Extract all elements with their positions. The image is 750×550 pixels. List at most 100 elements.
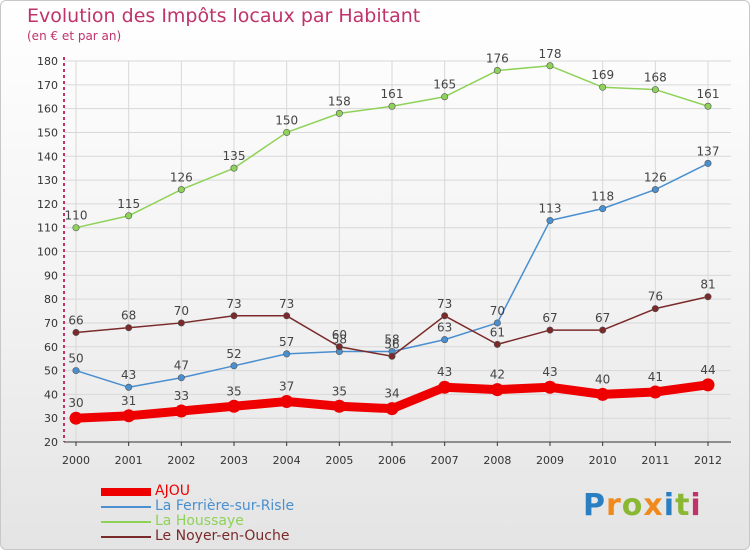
y-tick-label: 120 [37,198,58,211]
data-label-la-houssaye: 165 [433,78,456,92]
x-tick-label: 2007 [431,454,459,467]
legend-item-la-houssaye: La Houssaye [101,513,361,529]
data-point-le-noyer-en-ouche [335,343,343,351]
data-point-la-ferriere-sur-risle [283,350,291,358]
y-tick-label: 20 [44,436,58,449]
y-tick-label: 90 [44,269,58,282]
logo-letter: i [690,488,702,523]
y-tick-label: 80 [44,293,58,306]
data-label-ajou: 35 [226,384,241,398]
data-point-la-ferriere-sur-risle [546,217,554,225]
data-label-le-noyer-en-ouche: 73 [279,297,294,311]
legend-item-la-ferriere-sur-risle: La Ferrière-sur-Risle [101,498,361,514]
legend-label: Le Noyer-en-Ouche [155,528,290,544]
data-label-la-houssaye: 126 [170,171,193,185]
y-tick-label: 140 [37,150,58,163]
data-point-la-ferriere-sur-risle [177,374,185,382]
data-label-le-noyer-en-ouche: 81 [700,278,715,292]
data-label-la-ferriere-sur-risle: 57 [279,335,294,349]
data-label-la-ferriere-sur-risle: 58 [384,333,399,347]
data-point-ajou [332,399,346,413]
y-tick-label: 50 [44,365,58,378]
data-point-ajou [543,380,557,394]
legend-swatch [101,488,151,496]
data-point-la-houssaye [493,67,501,75]
data-point-la-houssaye [230,164,238,172]
data-label-le-noyer-en-ouche: 66 [68,313,83,327]
data-label-ajou: 42 [490,368,505,382]
data-point-le-noyer-en-ouche [388,352,396,360]
y-tick-label: 30 [44,412,58,425]
data-label-le-noyer-en-ouche: 70 [174,304,189,318]
y-tick-label: 160 [37,103,58,116]
data-label-le-noyer-en-ouche: 60 [332,328,347,342]
data-point-le-noyer-en-ouche [704,293,712,301]
data-point-la-ferriere-sur-risle [493,319,501,327]
x-tick-label: 2005 [325,454,353,467]
x-tick-label: 2001 [115,454,143,467]
data-label-la-ferriere-sur-risle: 113 [539,202,562,216]
data-label-la-houssaye: 150 [275,113,298,127]
data-point-la-houssaye [72,224,80,232]
x-tick-label: 2011 [641,454,669,467]
data-label-le-noyer-en-ouche: 67 [595,311,610,325]
data-label-la-houssaye: 169 [591,68,614,82]
data-point-la-ferriere-sur-risle [651,186,659,194]
x-tick-label: 2012 [694,454,722,467]
data-point-ajou [490,383,504,397]
data-label-la-houssaye: 176 [486,52,509,66]
data-label-la-houssaye: 135 [223,149,246,163]
logo-letter: o [621,488,644,523]
data-label-la-ferriere-sur-risle: 47 [174,359,189,373]
y-tick-label: 70 [44,317,58,330]
y-tick-label: 180 [37,55,58,68]
data-label-la-ferriere-sur-risle: 118 [591,190,614,204]
logo-letter: t [675,488,691,523]
chart-title: Evolution des Impôts locaux par Habitant [27,5,421,27]
data-label-ajou: 31 [121,394,136,408]
data-label-le-noyer-en-ouche: 68 [121,309,136,323]
data-label-le-noyer-en-ouche: 67 [542,311,557,325]
legend-item-ajou: AJOU [101,483,361,499]
legend-label: AJOU [155,483,190,499]
data-point-la-ferriere-sur-risle [72,367,80,375]
data-point-le-noyer-en-ouche [125,324,133,332]
y-tick-label: 60 [44,341,58,354]
data-label-la-ferriere-sur-risle: 63 [437,321,452,335]
x-tick-label: 2002 [167,454,195,467]
legend: AJOU La Ferrière-sur-Risle La Houssaye L… [101,483,361,544]
data-point-la-houssaye [599,83,607,91]
logo-letter: P [583,488,606,523]
data-point-la-houssaye [388,102,396,110]
data-label-la-houssaye: 168 [644,71,667,85]
legend-item-le-noyer-en-ouche: Le Noyer-en-Ouche [101,528,361,544]
data-label-ajou: 41 [648,370,663,384]
data-point-ajou [596,387,610,401]
data-label-la-houssaye: 178 [539,47,562,61]
data-point-la-houssaye [335,109,343,117]
data-label-ajou: 34 [384,387,399,401]
data-point-le-noyer-en-ouche [441,312,449,320]
data-point-ajou [174,404,188,418]
y-tick-label: 150 [37,126,58,139]
data-point-la-houssaye [177,186,185,194]
legend-label: La Ferrière-sur-Risle [155,498,295,514]
data-label-ajou: 30 [68,396,83,410]
legend-swatch [101,521,151,523]
data-label-ajou: 33 [174,389,189,403]
data-point-ajou [648,385,662,399]
data-point-la-ferriere-sur-risle [704,159,712,167]
data-point-le-noyer-en-ouche [493,340,501,348]
y-tick-label: 40 [44,388,58,401]
data-label-la-ferriere-sur-risle: 43 [121,368,136,382]
data-label-la-houssaye: 110 [65,209,88,223]
data-point-la-houssaye [441,93,449,101]
data-label-le-noyer-en-ouche: 73 [226,297,241,311]
data-point-ajou [385,402,399,416]
data-point-le-noyer-en-ouche [546,326,554,334]
x-tick-label: 2006 [378,454,406,467]
data-point-le-noyer-en-ouche [72,328,80,336]
data-label-ajou: 40 [595,372,610,386]
x-tick-label: 2009 [536,454,564,467]
